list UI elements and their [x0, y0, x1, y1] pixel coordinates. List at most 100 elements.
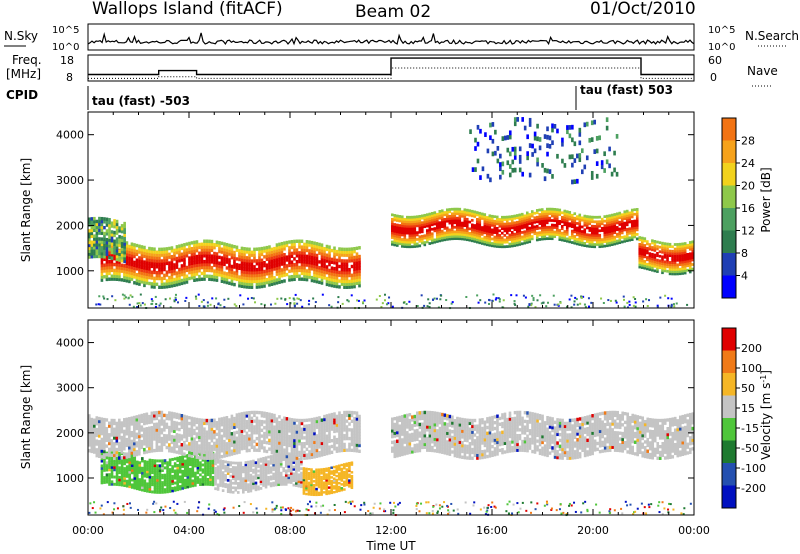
power-heatmap-cell: [113, 271, 116, 276]
power-heatmap-cell: [648, 265, 652, 269]
power-heatmap-cell: [518, 159, 522, 164]
velocity-heatmap-cell: [322, 491, 326, 494]
velocity-heatmap-cell: [315, 474, 318, 477]
velocity-heatmap-cell: [279, 480, 283, 484]
velocity-heatmap-cell: [229, 470, 232, 474]
velocity-heatmap-cell: [175, 427, 179, 431]
power-heatmap-cell: [158, 247, 161, 252]
power-heatmap-cell: [353, 255, 356, 260]
power-heatmap-cell: [525, 236, 529, 240]
power-heatmap-cell: [250, 253, 254, 257]
power-heatmap-cell: [145, 263, 149, 268]
velocity-heatmap-cell: [287, 480, 291, 484]
power-heatmap-cell: [93, 222, 96, 227]
power-heatmap-cell: [183, 260, 186, 264]
velocity-heatmap-cell: [153, 422, 156, 427]
power-heatmap-cell: [615, 226, 619, 229]
power-heatmap-cell: [678, 256, 682, 260]
velocity-heatmap-cell: [310, 472, 313, 475]
velocity-heatmap-cell: [186, 458, 190, 462]
velocity-heatmap-cell: [186, 463, 190, 467]
velocity-heatmap-cell: [297, 466, 301, 470]
power-heatmap-cell: [315, 256, 319, 261]
power-heatmap-cell: [405, 231, 409, 235]
velocity-heatmap-cell: [239, 468, 243, 472]
velocity-heatmap-cell: [173, 423, 176, 428]
power-heatmap-cell: [580, 230, 584, 233]
velocity-heatmap-cell: [312, 472, 316, 475]
velocity-heatmap-cell: [130, 478, 134, 482]
power-ground-scatter: [445, 299, 448, 302]
velocity-heatmap-cell: [143, 442, 146, 446]
power-heatmap-cell: [100, 219, 104, 224]
power-heatmap-cell: [610, 231, 614, 235]
power-heatmap-cell: [580, 232, 584, 236]
velocity-heatmap-cell: [277, 458, 280, 462]
power-heatmap-cell: [400, 226, 404, 230]
power-heatmap-cell: [258, 253, 261, 257]
velocity-heatmap-cell: [345, 468, 349, 471]
velocity-heatmap-cell: [166, 490, 169, 494]
power-heatmap-cell: [430, 227, 434, 231]
power-heatmap-cell: [648, 256, 652, 260]
velocity-heatmap-cell: [234, 475, 238, 478]
power-heatmap-cell: [518, 213, 522, 217]
velocity-heatmap-cell: [105, 453, 109, 457]
power-heatmap-cell: [598, 220, 602, 224]
power-heatmap-cell: [395, 230, 399, 234]
power-ground-scatter: [497, 297, 500, 300]
velocity-heatmap-cell: [297, 480, 301, 483]
power-heatmap-cell: [340, 259, 344, 263]
power-heatmap-cell: [403, 229, 407, 233]
power-heatmap-cell: [123, 278, 126, 283]
power-heatmap-cell: [435, 233, 439, 237]
velocity-heatmap-cell: [226, 460, 230, 464]
velocity-heatmap-cell: [191, 472, 195, 476]
power-heatmap-cell: [540, 233, 544, 236]
power-heatmap-cell: [505, 231, 509, 235]
power-heatmap-cell: [536, 161, 539, 167]
power-heatmap-cell: [98, 243, 101, 247]
velocity-heatmap-cell: [186, 475, 190, 479]
power-heatmap-cell: [238, 263, 241, 268]
power-heatmap-cell: [666, 251, 669, 255]
velocity-heatmap-cell: [300, 485, 303, 489]
power-heatmap-cell: [235, 277, 239, 282]
velocity-heatmap-cell: [153, 466, 157, 470]
velocity-heatmap-cell: [168, 477, 172, 481]
power-heatmap-cell: [543, 237, 547, 241]
power-heatmap-cell: [413, 240, 417, 244]
power-heatmap-cell: [215, 255, 219, 259]
velocity-heatmap-cell: [249, 469, 253, 473]
power-heatmap-cell: [478, 211, 482, 215]
velocity-heatmap-cell: [310, 468, 313, 471]
power-heatmap-cell: [563, 214, 567, 217]
power-heatmap-cell: [450, 207, 454, 211]
velocity-heatmap-cell: [100, 443, 104, 447]
power-heatmap-cell: [453, 230, 457, 234]
velocity-heatmap-cell: [343, 472, 346, 476]
power-heatmap-cell: [560, 218, 564, 221]
velocity-heatmap-cell: [189, 455, 192, 459]
velocity-heatmap-cell: [103, 420, 106, 425]
power-heatmap-cell: [513, 117, 517, 122]
power-ground-scatter: [233, 303, 236, 306]
power-heatmap-cell: [618, 227, 622, 231]
power-ground-scatter: [195, 297, 198, 300]
power-heatmap-cell: [250, 262, 254, 266]
power-heatmap-cell: [598, 236, 602, 239]
power-heatmap-cell: [110, 236, 114, 240]
power-ground-scatter: [580, 295, 583, 298]
power-heatmap-cell: [280, 259, 284, 263]
power-heatmap-cell: [490, 217, 494, 220]
power-heatmap-cell: [125, 273, 129, 277]
velocity-heatmap-cell: [282, 480, 286, 484]
power-heatmap-cell: [681, 242, 684, 246]
power-heatmap-cell: [308, 266, 311, 271]
velocity-heatmap-cell: [186, 483, 190, 486]
power-heatmap-cell: [438, 228, 442, 231]
power-heatmap-cell: [290, 277, 294, 282]
power-heatmap-cell: [498, 218, 502, 221]
power-ground-scatter: [128, 303, 131, 306]
power-heatmap-cell: [553, 217, 557, 220]
